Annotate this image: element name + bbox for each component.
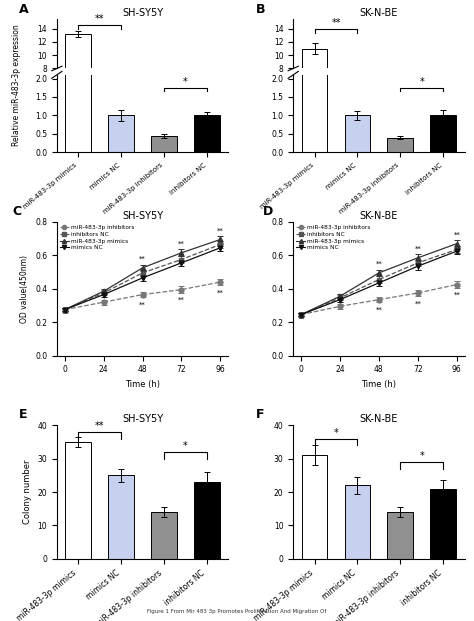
Text: **: **	[414, 246, 421, 252]
Bar	[108, 475, 134, 559]
Text: **: **	[217, 289, 224, 296]
Text: **: **	[178, 297, 185, 303]
Text: **: **	[139, 301, 146, 307]
Text: **: **	[331, 18, 341, 29]
Title: SH-SY5Y: SH-SY5Y	[122, 414, 163, 424]
Text: **: **	[178, 241, 185, 247]
Title: SK-N-BE: SK-N-BE	[360, 211, 398, 221]
Title: SH-SY5Y: SH-SY5Y	[122, 211, 163, 221]
Text: A: A	[19, 2, 29, 16]
Bar	[194, 482, 219, 559]
Legend: miR-483-3p inhibitors, inhibitors NC, miR-483-3p mimics, mimics NC: miR-483-3p inhibitors, inhibitors NC, mi…	[296, 225, 371, 250]
Bar	[302, 455, 328, 559]
Bar	[151, 136, 177, 152]
Bar	[65, 0, 91, 152]
Text: **: **	[95, 421, 104, 431]
Bar	[65, 34, 91, 122]
Text: **: **	[453, 232, 460, 238]
Legend: miR-483-3p inhibitors, inhibitors NC, miR-483-3p mimics, mimics NC: miR-483-3p inhibitors, inhibitors NC, mi…	[60, 225, 134, 250]
Bar	[387, 512, 413, 559]
Text: **: **	[139, 256, 146, 262]
Text: Figure 1 From Mir 483 3p Promotes Proliferation And Migration Of: Figure 1 From Mir 483 3p Promotes Prolif…	[147, 609, 327, 614]
Text: Relative miR-483-3p expression: Relative miR-483-3p expression	[12, 25, 21, 147]
Text: **: **	[217, 228, 224, 233]
Bar	[151, 119, 177, 122]
Text: *: *	[334, 427, 338, 438]
Bar	[194, 115, 219, 122]
Bar	[345, 115, 370, 122]
Text: F: F	[255, 409, 264, 422]
Bar	[151, 512, 177, 559]
Text: B: B	[255, 2, 265, 16]
X-axis label: Time (h): Time (h)	[125, 380, 160, 389]
Bar	[194, 116, 219, 152]
Bar	[387, 119, 413, 122]
Bar	[430, 115, 456, 122]
Bar	[387, 138, 413, 152]
Bar	[430, 116, 456, 152]
Bar	[302, 0, 328, 152]
Y-axis label: OD value(450nm): OD value(450nm)	[20, 255, 29, 323]
Title: SK-N-BE: SK-N-BE	[360, 8, 398, 18]
Text: C: C	[12, 205, 21, 218]
Text: **: **	[375, 306, 382, 312]
Bar	[302, 48, 328, 122]
Bar	[108, 115, 134, 122]
Text: *: *	[183, 441, 188, 451]
Text: *: *	[419, 451, 424, 461]
Bar	[65, 442, 91, 559]
Bar	[345, 116, 370, 152]
Text: E: E	[19, 409, 27, 422]
Bar	[345, 486, 370, 559]
Title: SK-N-BE: SK-N-BE	[360, 414, 398, 424]
X-axis label: Time (h): Time (h)	[361, 380, 396, 389]
Text: *: *	[183, 77, 188, 87]
Y-axis label: Colony number: Colony number	[23, 460, 32, 524]
Bar	[430, 489, 456, 559]
Text: D: D	[263, 205, 273, 218]
Title: SH-SY5Y: SH-SY5Y	[122, 8, 163, 18]
Text: *: *	[419, 77, 424, 87]
Text: **: **	[414, 301, 421, 307]
Text: **: **	[95, 14, 104, 24]
Text: **: **	[453, 292, 460, 298]
Text: **: **	[375, 261, 382, 267]
Bar	[108, 116, 134, 152]
